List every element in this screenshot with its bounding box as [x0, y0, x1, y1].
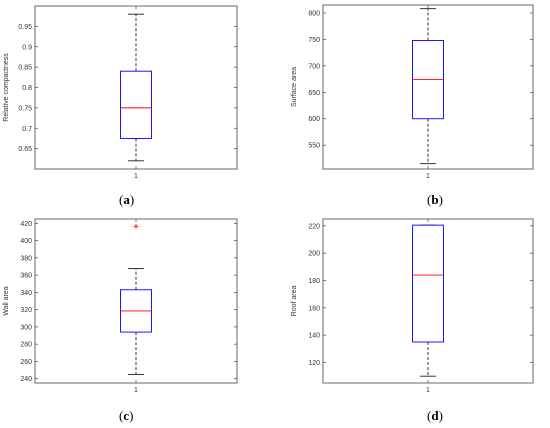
x-tick-label: 1	[426, 173, 430, 180]
y-tick-label: 400	[20, 238, 32, 245]
y-tick-label: 550	[308, 143, 320, 150]
boxplot-svg-c: 240 260 280 300 320 340 360 380 400 420 1 Wall area	[3, 218, 238, 394]
y-tick-label: 800	[308, 10, 320, 17]
outlier-marker	[133, 223, 139, 229]
y-tick-label: 600	[308, 116, 320, 123]
y-tick-label: 120	[308, 360, 320, 367]
iqr-box	[120, 70, 152, 139]
y-tick-label: 750	[308, 37, 320, 44]
chart-panel-b: 550 600 650 700 750 800 1 Surface area	[275, 0, 550, 214]
y-tick-label: 420	[20, 221, 32, 228]
y-tick-label: 140	[308, 333, 320, 340]
y-tick-label: 0.7	[22, 126, 32, 133]
caption-d: (d)	[427, 408, 443, 423]
boxplot-svg-a: 0.65 0.7 0.75 0.8 0.85 0.9 0.95 1 Relative compa…	[3, 5, 238, 180]
y-axis-label: Wall area	[3, 286, 10, 315]
y-tick-label: 200	[308, 251, 320, 258]
y-tick-label: 180	[308, 278, 320, 285]
y-tick-label: 700	[308, 63, 320, 70]
caption-a: (a)	[119, 192, 135, 207]
x-tick-label: 1	[134, 387, 138, 394]
y-tick-label: 0.8	[22, 85, 32, 92]
chart-panel-d: 120 140 160 180 200 220 1 Roof area	[275, 214, 550, 428]
y-tick-label: 0.95	[18, 24, 32, 31]
x-tick-label: 1	[134, 173, 138, 180]
y-axis-label: Roof area	[291, 286, 298, 317]
y-tick-label: 320	[20, 307, 32, 314]
y-tick-label: 340	[20, 290, 32, 297]
chart-panel-c: 240 260 280 300 320 340 360 380 400 420 1 Wall area	[0, 214, 275, 428]
boxplot-svg-d: 120 140 160 180 200 220 1 Roof area	[291, 218, 534, 394]
y-tick-label: 160	[308, 305, 320, 312]
y-tick-label: 0.85	[18, 65, 32, 72]
y-tick-label: 0.9	[22, 44, 32, 51]
y-tick-label: 220	[308, 223, 320, 230]
y-axis-label: Relative compactness	[3, 53, 10, 122]
iqr-box	[412, 224, 444, 343]
chart-panel-a: 0.65 0.7 0.75 0.8 0.85 0.9 0.95 1 Relative compa…	[0, 0, 275, 214]
caption-b: (b)	[427, 192, 443, 207]
y-tick-label: 360	[20, 273, 32, 280]
y-tick-label: 280	[20, 342, 32, 349]
boxplot-svg-b: 550 600 650 700 750 800 1 Surface area	[291, 4, 534, 180]
y-axis-label: Surface area	[291, 67, 298, 107]
y-tick-label: 0.75	[18, 105, 32, 112]
y-tick-label: 650	[308, 90, 320, 97]
y-tick-label: 300	[20, 324, 32, 331]
y-tick-label: 260	[20, 359, 32, 366]
caption-c: (c)	[119, 408, 134, 423]
y-tick-label: 0.65	[18, 146, 32, 153]
x-tick-label: 1	[426, 387, 430, 394]
y-tick-label: 380	[20, 255, 32, 262]
y-tick-label: 240	[20, 376, 32, 383]
